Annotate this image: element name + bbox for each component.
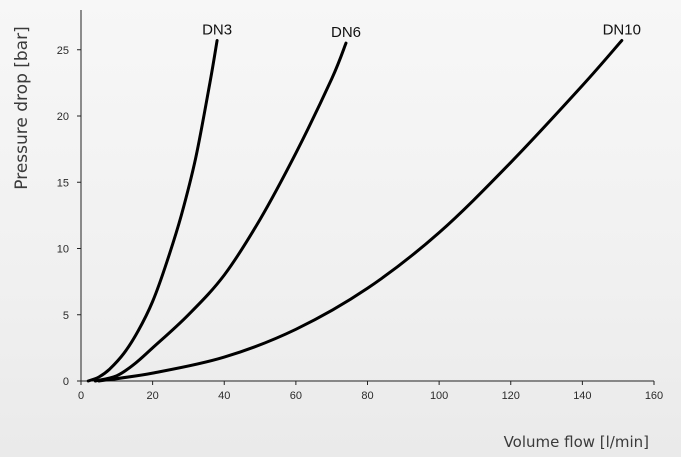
x-tick-label: 120 xyxy=(502,390,520,402)
x-tick-group: 0 20 40 60 80 100 120 140 160 xyxy=(78,381,663,402)
curves xyxy=(86,39,624,383)
curve-dn10 xyxy=(97,39,624,383)
x-tick-label: 160 xyxy=(645,390,663,402)
x-tick-label: 40 xyxy=(218,390,230,402)
curve-dn6 xyxy=(93,41,348,383)
y-axis-title: Pressure drop [bar] xyxy=(12,26,32,189)
x-tick-label: 140 xyxy=(573,390,591,402)
x-tick-label: 20 xyxy=(147,390,159,402)
y-tick-label: 20 xyxy=(57,111,69,123)
x-axis-title: Volume flow [l/min] xyxy=(504,433,649,451)
y-tick-label: 15 xyxy=(57,177,69,189)
axes: 0 20 40 60 80 100 120 140 160 0 5 10 15 20 25 xyxy=(57,10,663,402)
x-tick-label: 60 xyxy=(290,390,302,402)
y-tick-label: 10 xyxy=(57,244,69,256)
x-tick-label: 100 xyxy=(430,390,448,402)
y-tick-label: 25 xyxy=(57,45,69,57)
y-tick-label: 0 xyxy=(63,376,69,388)
y-tick-group: 0 5 10 15 20 25 xyxy=(57,45,81,388)
curve-label-dn6: DN6 xyxy=(331,24,361,41)
curve-labels: DN3 DN6 DN10 xyxy=(202,21,641,41)
curve-label-dn3: DN3 xyxy=(202,21,232,38)
y-tick-label: 5 xyxy=(63,310,69,322)
curve-label-dn10: DN10 xyxy=(603,21,641,38)
curve-dn3 xyxy=(86,39,219,383)
x-tick-label: 0 xyxy=(78,390,84,402)
x-tick-label: 80 xyxy=(361,390,373,402)
